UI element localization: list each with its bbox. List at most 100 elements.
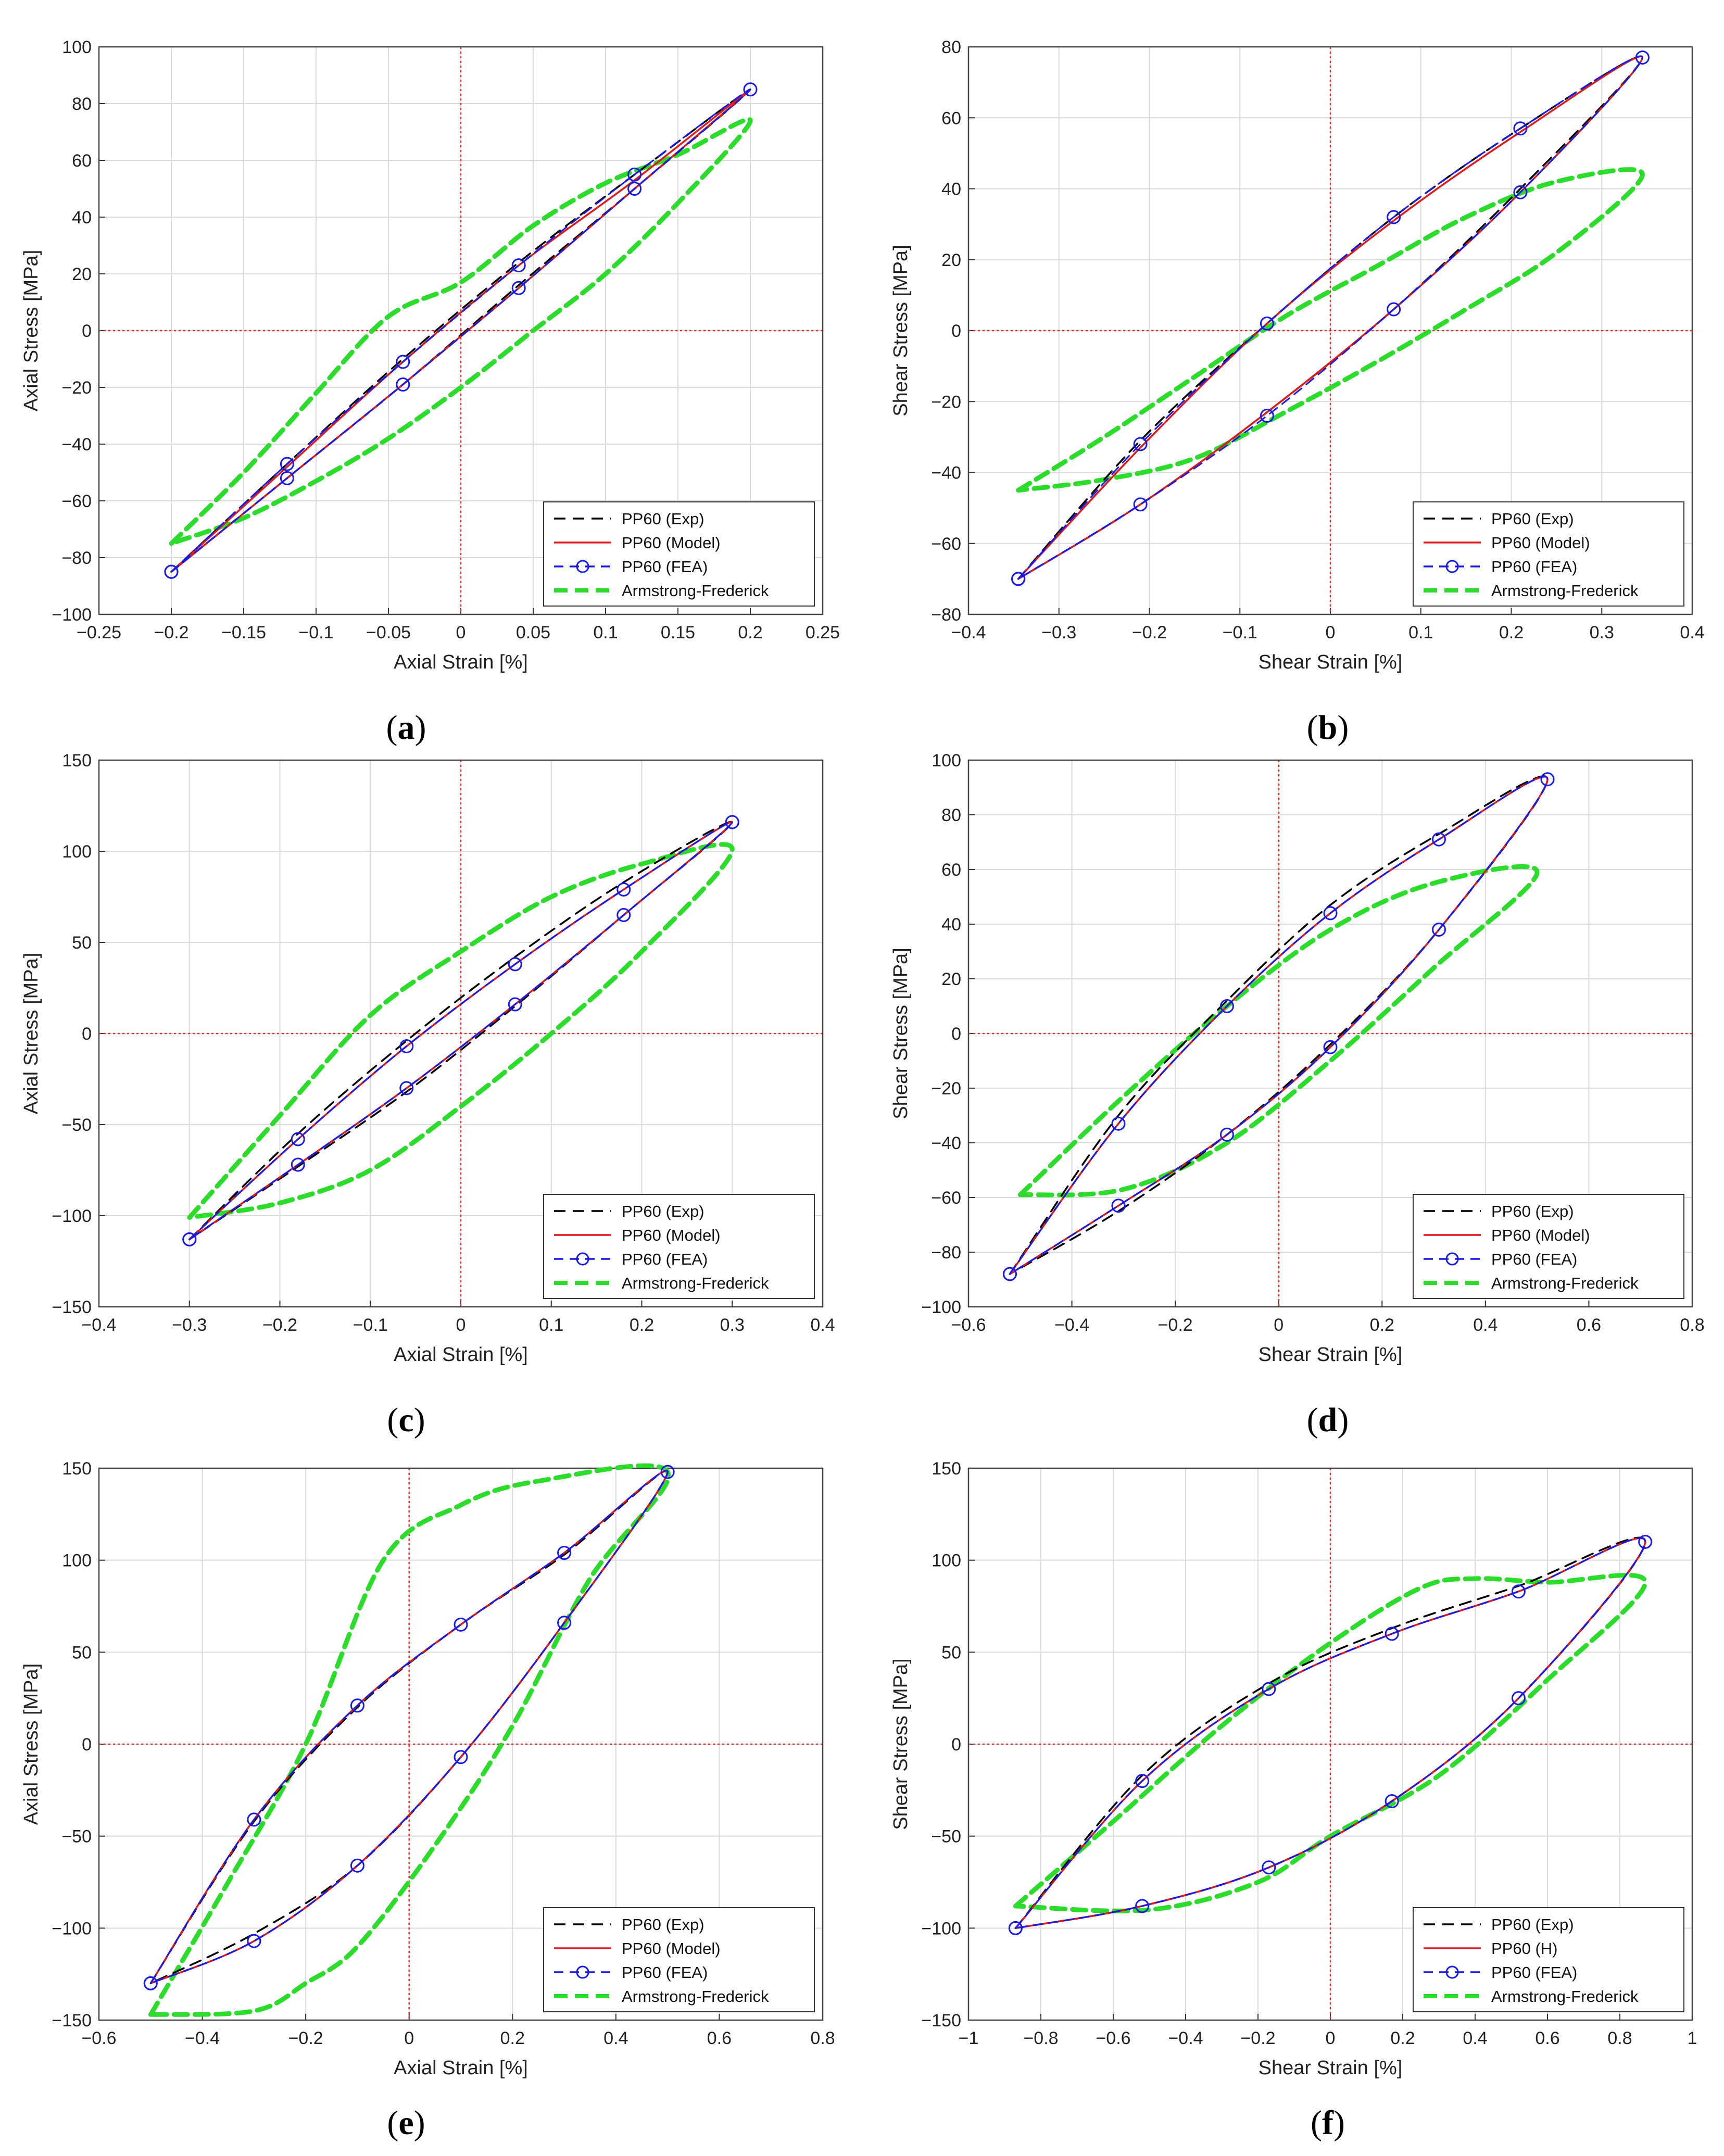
y-tick-label: 80	[72, 94, 92, 114]
fea-point-marker	[1219, 999, 1234, 1013]
fea-point-marker	[1135, 1899, 1150, 1913]
fea-point-marker	[511, 281, 526, 295]
y-tick-label: −60	[61, 491, 92, 511]
legend-label: PP60 (Exp)	[622, 1202, 704, 1220]
y-axis-label: Shear Stress [MPa]	[890, 245, 912, 416]
legend: PP60 (Exp) PP60 (Model) PP60 (FEA) Armstron…	[543, 501, 815, 607]
y-tick-label: 100	[932, 751, 961, 771]
x-tick-label: 0.3	[1590, 623, 1614, 642]
x-axis-label: Shear Strain [%]	[1259, 1344, 1403, 1366]
legend-box	[1413, 501, 1684, 607]
caption-e: (e)	[387, 2104, 425, 2142]
series-line-armstrong-frederick	[1017, 864, 1540, 1197]
fea-point-marker	[247, 1934, 261, 1948]
series-line-fea	[1014, 1537, 1646, 1929]
fea-point-marker	[1260, 316, 1274, 331]
axes-frame	[967, 1467, 1693, 2021]
fea-point-marker	[1387, 210, 1401, 224]
y-tick-label: −60	[931, 1188, 961, 1208]
legend-marker	[1445, 560, 1459, 573]
x-tick-label: −0.6	[81, 2028, 116, 2048]
y-tick-label: −50	[931, 1827, 961, 1847]
caption-a: (a)	[386, 709, 426, 747]
fea-point-marker	[164, 564, 179, 579]
series-line-fea	[188, 821, 733, 1240]
y-tick-label: 40	[941, 180, 961, 199]
series-line-armstrong-frederick	[148, 1463, 671, 2017]
fea-point-marker	[1111, 1199, 1126, 1213]
fea-point-marker	[1385, 1794, 1399, 1809]
series-line-armstrong-frederick	[1013, 1572, 1648, 1913]
fea-point-marker	[1323, 906, 1338, 921]
y-tick-label: 40	[72, 208, 92, 228]
x-tick-label: −0.4	[951, 623, 986, 642]
axes-frame	[967, 759, 1693, 1308]
x-axis-label: Axial Strain [%]	[394, 651, 528, 673]
legend: PP60 (Exp) PP60 (H) PP60 (FEA) Armstrong-Fr…	[1413, 1907, 1684, 2012]
legend-label: PP60 (Exp)	[1491, 1202, 1574, 1220]
fea-point-marker	[1540, 772, 1555, 787]
x-tick-label: 0.2	[1390, 2028, 1415, 2048]
legend-box	[1413, 1194, 1684, 1299]
y-tick-label: 20	[941, 250, 961, 270]
chart-svg-c: −0.4 −0.3 −0.2 −0.1 0 0.1 0.2 0.3 0.4 −150 −100 −50…	[20, 751, 835, 1366]
fea-point-marker	[725, 815, 739, 829]
fea-point-marker	[1262, 1682, 1276, 1696]
y-axis-label: Axial Stress [MPa]	[20, 953, 42, 1114]
y-tick-label: 0	[951, 1024, 961, 1044]
y-tick-label: −60	[931, 534, 961, 554]
legend-label: Armstrong-Frederick	[1491, 1987, 1639, 2006]
fea-point-marker	[557, 1616, 572, 1630]
legend-marker	[576, 560, 589, 573]
x-tick-label: 0.6	[1577, 1315, 1601, 1335]
caption-b: (b)	[1306, 709, 1349, 747]
x-tick-label: 0	[1326, 2028, 1336, 2048]
legend-label: PP60 (FEA)	[1491, 1250, 1577, 1268]
y-tick-label: −40	[931, 463, 961, 483]
y-axis-label: Shear Stress [MPa]	[890, 948, 912, 1119]
x-tick-label: 0.8	[1607, 2028, 1632, 2048]
fea-point-marker	[1111, 1116, 1126, 1131]
x-tick-label: 0.8	[1680, 1315, 1704, 1335]
x-tick-label: 0.25	[806, 623, 840, 642]
x-tick-label: 0.4	[1680, 623, 1704, 642]
chart-svg-d: −0.6 −0.4 −0.2 0 0.2 0.4 0.6 0.8 −100 −80 −60 −40 −2…	[890, 751, 1705, 1366]
x-tick-label: 0	[456, 1315, 466, 1335]
x-tick-label: 0.6	[1535, 2028, 1559, 2048]
x-tick-label: −0.6	[1096, 2028, 1130, 2048]
y-tick-label: 150	[62, 1459, 92, 1479]
x-tick-label: −0.8	[1023, 2028, 1058, 2048]
fea-point-marker	[616, 908, 631, 922]
caption-c: (c)	[387, 1401, 425, 1439]
y-tick-label: −80	[931, 1243, 961, 1263]
legend-label: PP60 (Model)	[622, 534, 721, 552]
y-axis-label: Axial Stress [MPa]	[20, 250, 42, 411]
y-tick-label: 60	[941, 108, 961, 128]
x-tick-label: −0.2	[288, 2028, 323, 2048]
chart-f: −1 −0.8 −0.6 −0.4 −0.2 0 0.2 0.4 0.6 0.8 1 −150 −100…	[880, 1453, 1713, 2098]
fea-point-marker	[557, 1546, 572, 1560]
legend-marker	[576, 1252, 589, 1266]
x-tick-label: 0.6	[707, 2028, 732, 2048]
x-tick-label: −0.6	[951, 1315, 986, 1335]
fea-point-marker	[1323, 1040, 1338, 1054]
x-tick-label: 0	[1326, 623, 1336, 642]
y-tick-label: −20	[931, 1079, 961, 1099]
y-tick-label: −20	[61, 378, 92, 398]
fea-point-marker	[291, 1157, 305, 1172]
chart-d: −0.6 −0.4 −0.2 0 0.2 0.4 0.6 0.8 −100 −80 −60 −40 −2…	[880, 745, 1713, 1385]
caption-d: (d)	[1306, 1401, 1349, 1439]
legend-label: PP60 (FEA)	[1491, 1963, 1577, 1982]
legend-label: Armstrong-Frederick	[1491, 1274, 1639, 1292]
x-tick-label: −0.2	[262, 1315, 297, 1335]
x-tick-label: 0.8	[810, 2028, 835, 2048]
fea-point-marker	[396, 377, 410, 392]
legend-label: Armstrong-Frederick	[622, 582, 769, 600]
fea-point-marker	[616, 882, 631, 897]
y-tick-label: −100	[52, 1919, 92, 1938]
fea-point-marker	[627, 167, 642, 182]
x-tick-label: 0.4	[1463, 2028, 1487, 2048]
x-tick-label: −0.4	[1054, 1315, 1089, 1335]
fea-point-marker	[1135, 1774, 1150, 1788]
chart-a: −0.25 −0.2 −0.15 −0.1 −0.05 0 0.05 0.1 0.15 0.2 0.…	[10, 31, 844, 692]
